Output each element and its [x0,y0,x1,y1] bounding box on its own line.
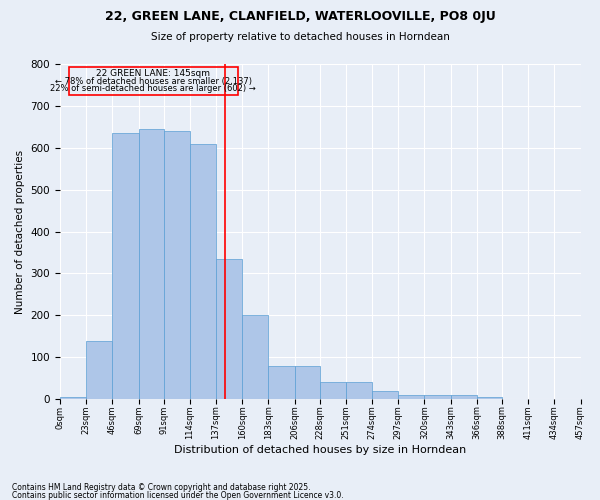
Bar [295,366,320,399]
Bar [372,391,398,399]
Bar [164,131,190,399]
Bar [242,316,268,399]
Text: 22 GREEN LANE: 145sqm: 22 GREEN LANE: 145sqm [97,70,211,78]
Text: Contains HM Land Registry data © Crown copyright and database right 2025.: Contains HM Land Registry data © Crown c… [12,484,311,492]
Bar [320,382,346,399]
Bar [139,129,164,399]
Bar [112,133,139,399]
Text: ← 78% of detached houses are smaller (2,137): ← 78% of detached houses are smaller (2,… [55,76,252,86]
Bar [398,395,424,399]
Text: 22, GREEN LANE, CLANFIELD, WATERLOOVILLE, PO8 0JU: 22, GREEN LANE, CLANFIELD, WATERLOOVILLE… [104,10,496,23]
Bar [477,397,502,399]
Bar [60,397,86,399]
Bar [451,395,477,399]
Bar [268,366,295,399]
X-axis label: Distribution of detached houses by size in Horndean: Distribution of detached houses by size … [174,445,466,455]
Bar [216,259,242,399]
Bar [69,68,238,96]
Y-axis label: Number of detached properties: Number of detached properties [15,150,25,314]
Bar [346,382,372,399]
Bar [190,144,216,399]
Text: Contains public sector information licensed under the Open Government Licence v3: Contains public sector information licen… [12,490,344,500]
Text: Size of property relative to detached houses in Horndean: Size of property relative to detached ho… [151,32,449,42]
Text: 22% of semi-detached houses are larger (602) →: 22% of semi-detached houses are larger (… [50,84,256,92]
Bar [424,395,451,399]
Bar [86,340,112,399]
